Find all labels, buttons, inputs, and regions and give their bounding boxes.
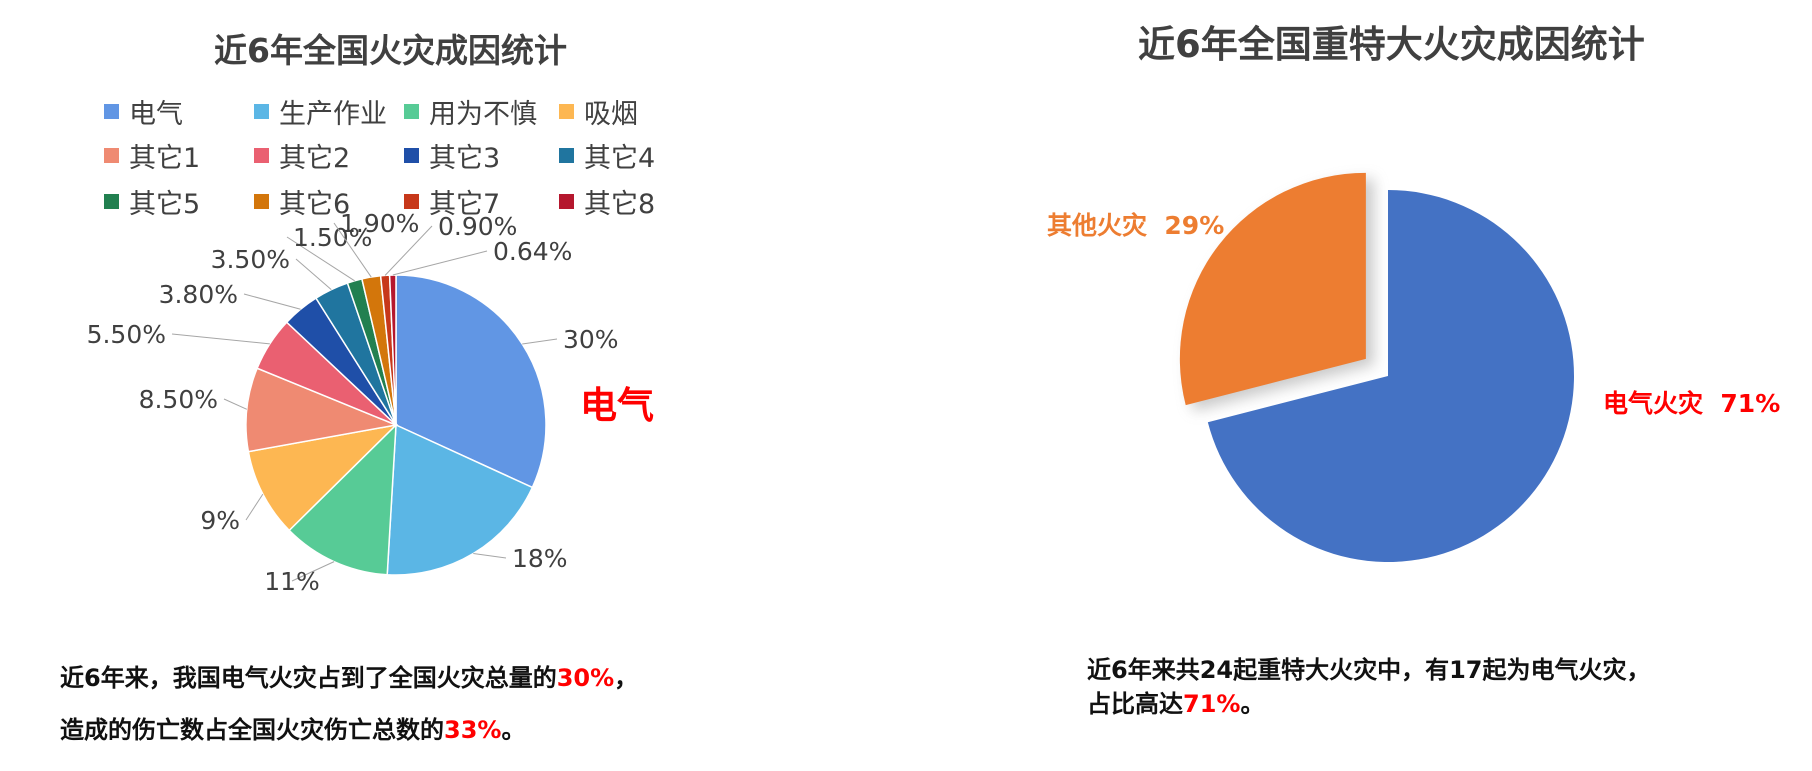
left-chart-panel: 近6年全国火灾成因统计 电气 生产作业 用为不慎 吸烟其它1 其它2 其它3 其它4 其它5 其…	[0, 0, 900, 771]
pie-slice	[1207, 190, 1574, 562]
leader-line	[245, 493, 264, 521]
legend-item: 其它1	[104, 136, 200, 175]
left-chart-title: 近6年全国火灾成因统计	[214, 31, 567, 70]
leader-line	[291, 561, 335, 582]
legend-item: 生产作业	[254, 92, 387, 131]
left-caption-punct-1: ，	[614, 664, 639, 692]
right-caption-text-2: 占比高达	[1087, 690, 1183, 718]
legend-label: 吸烟	[584, 99, 638, 130]
data-label: 8.50%	[139, 385, 218, 414]
left-caption-punct-2: 。	[501, 716, 526, 744]
leader-line	[286, 236, 355, 282]
pie-slice	[1179, 172, 1366, 406]
data-label: 30%	[563, 325, 619, 354]
data-label: 1.90%	[340, 209, 419, 238]
leader-line	[243, 293, 301, 310]
legend-item: 其它7	[404, 182, 500, 221]
left-caption-text-1: 近6年来，我国电气火灾占到了全国火灾总量的	[60, 664, 557, 692]
legend-item: 其它2	[254, 136, 350, 175]
data-label: 11%	[264, 567, 320, 596]
legend-swatch	[404, 148, 419, 163]
leader-line	[171, 333, 270, 345]
left-caption-line-1: 近6年来，我国电气火灾占到了全国火灾总量的30%，	[60, 664, 638, 693]
legend-item: 其它3	[404, 136, 500, 175]
data-label: 9%	[200, 506, 240, 535]
left-pie-chart: 30% 18% 11% 9% 8.50% 5.50% 3.80% 3.50%1.50%1.90…	[87, 209, 654, 596]
legend-swatch	[104, 194, 119, 209]
data-label: 0.64%	[493, 237, 572, 266]
left-caption-line-2: 造成的伤亡数占全国火灾伤亡总数的33%。	[60, 716, 525, 745]
right-caption-line-1: 近6年来共24起重特大火灾中，有17起为电气火灾，	[1087, 656, 1651, 685]
leader-line	[473, 553, 507, 559]
data-label: 0.90%	[438, 212, 517, 241]
right-caption-text-1: 近6年来共24起重特大火灾中，有17起为电气火灾，	[1087, 656, 1651, 684]
data-label: 5.50%	[87, 320, 166, 349]
legend-swatch	[559, 104, 574, 119]
legend-item: 其它8	[559, 182, 655, 221]
right-caption-punct-2: 。	[1240, 690, 1265, 718]
leader-line	[333, 222, 372, 278]
right-caption-highlight-2: 71%	[1183, 690, 1241, 718]
leader-line	[392, 250, 488, 276]
legend-label: 其它5	[129, 189, 201, 220]
data-label: 1.50%	[293, 223, 372, 252]
right-caption-line-2: 占比高达71%。	[1087, 690, 1264, 719]
callout-label: 电气	[580, 384, 654, 427]
legend-item: 吸烟	[559, 92, 638, 131]
legend-item: 用为不慎	[404, 92, 537, 131]
left-caption-highlight-2: 33%	[444, 716, 502, 744]
data-label: 3.80%	[159, 280, 238, 309]
pie-slice	[388, 274, 397, 426]
right-chart-title: 近6年全国重特大火灾成因统计	[1138, 23, 1645, 66]
pie-slice	[247, 423, 399, 532]
legend-swatch	[404, 194, 419, 209]
leader-line	[522, 338, 558, 345]
legend-label: 其它1	[129, 143, 201, 174]
legend-item: 电气	[104, 92, 183, 131]
legend-item: 其它4	[559, 136, 655, 175]
legend-label: 其它7	[429, 189, 501, 220]
data-label: 电气火灾 71%	[1603, 389, 1780, 418]
pie-slice	[245, 367, 399, 453]
legend-label: 电气	[129, 99, 183, 130]
right-pie-chart: 电气火灾 71% 其他火灾 29%	[1047, 172, 1780, 562]
legend-swatch	[404, 104, 419, 119]
legend-swatch	[104, 148, 119, 163]
legend-label: 其它8	[584, 189, 656, 220]
data-label: 3.50%	[211, 245, 290, 274]
data-label: 18%	[512, 544, 568, 573]
legend-label: 其它4	[584, 143, 656, 174]
legend-swatch	[254, 104, 269, 119]
legend-swatch	[104, 104, 119, 119]
legend-label: 其它6	[279, 189, 351, 220]
right-chart-panel: 近6年全国重特大火灾成因统计 电气火灾 71% 其他火灾 29% 近6年来共24起…	[900, 0, 1812, 771]
leader-line	[295, 258, 332, 291]
legend-label: 用为不慎	[429, 99, 537, 130]
legend-item: 其它6	[254, 182, 350, 221]
leader-line	[384, 225, 433, 276]
data-label: 其他火灾 29%	[1047, 211, 1224, 240]
legend-swatch	[254, 194, 269, 209]
left-caption-text-2: 造成的伤亡数占全国火灾伤亡总数的	[60, 716, 444, 744]
legend-swatch	[559, 194, 574, 209]
legend-swatch	[559, 148, 574, 163]
leader-line	[223, 398, 248, 410]
pie-slice	[386, 423, 534, 576]
legend-label: 其它2	[279, 143, 351, 174]
legend-swatch	[254, 148, 269, 163]
legend-label: 其它3	[429, 143, 501, 174]
pie-slice	[288, 423, 397, 576]
legend-label: 生产作业	[279, 99, 387, 130]
left-caption-highlight-1: 30%	[556, 664, 615, 692]
legend-item: 其它5	[104, 182, 200, 221]
